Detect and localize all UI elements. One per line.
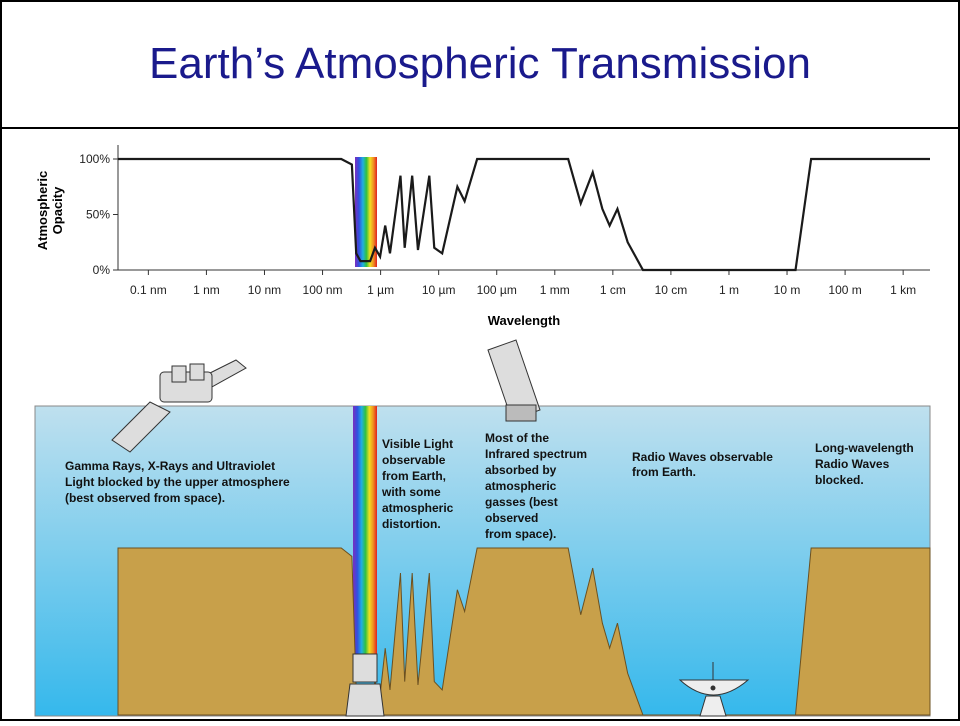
annotation: Radio Waves observable <box>632 450 773 464</box>
x-tick-label: 10 cm <box>655 283 688 297</box>
annotation: atmospheric <box>382 501 454 515</box>
annotation: from Earth. <box>632 465 696 479</box>
x-tick-label: 1 nm <box>193 283 220 297</box>
annotation: with some <box>381 485 441 499</box>
annotation: blocked. <box>815 473 864 487</box>
satellite-icon <box>111 359 247 453</box>
annotation: from space). <box>485 527 556 541</box>
x-tick-label: 10 nm <box>248 283 281 297</box>
annotation: observed <box>485 511 538 525</box>
x-axis-label: Wavelength <box>488 313 561 328</box>
visible-beam <box>353 406 377 676</box>
radio-dish-icon <box>678 662 750 717</box>
x-tick-label: 0.1 nm <box>130 283 167 297</box>
y-axis-label: Opacity <box>50 186 65 234</box>
annotation: Gamma Rays, X-Rays and Ultraviolet <box>65 459 275 473</box>
annotation: atmospheric <box>485 479 557 493</box>
annotation: Long-wavelength <box>815 441 914 455</box>
telescope-icon <box>487 339 541 422</box>
x-tick-label: 10 µm <box>422 283 456 297</box>
x-tick-label: 10 m <box>774 283 801 297</box>
x-tick-label: 1 m <box>719 283 739 297</box>
annotation: (best observed from space). <box>65 491 225 505</box>
y-tick-label: 50% <box>86 208 110 222</box>
ground-telescope-icon <box>345 653 385 717</box>
y-tick-label: 0% <box>93 263 111 277</box>
annotation: absorbed by <box>485 463 557 477</box>
visible-band <box>355 157 377 267</box>
y-tick-label: 100% <box>79 152 110 166</box>
annotation: Light blocked by the upper atmosphere <box>65 475 290 489</box>
y-axis-label: Atmospheric <box>35 171 50 250</box>
opacity-line <box>118 157 930 272</box>
annotation: distortion. <box>382 517 441 531</box>
x-tick-label: 1 µm <box>367 283 394 297</box>
x-tick-label: 1 cm <box>600 283 626 297</box>
annotation: gasses (best <box>485 495 558 509</box>
slide-title: Earth’s Atmospheric Transmission <box>149 39 811 88</box>
x-tick-label: 1 km <box>890 283 916 297</box>
x-tick-label: 100 m <box>828 283 861 297</box>
x-tick-label: 1 mm <box>540 283 570 297</box>
annotation: Most of the <box>485 431 549 445</box>
x-tick-label: 100 µm <box>477 283 517 297</box>
annotation: Visible Light <box>382 437 453 451</box>
annotation: from Earth, <box>382 469 446 483</box>
x-tick-label: 100 nm <box>303 283 343 297</box>
annotation: Radio Waves <box>815 457 890 471</box>
annotation: Infrared spectrum <box>485 447 587 461</box>
annotation: observable <box>382 453 446 467</box>
